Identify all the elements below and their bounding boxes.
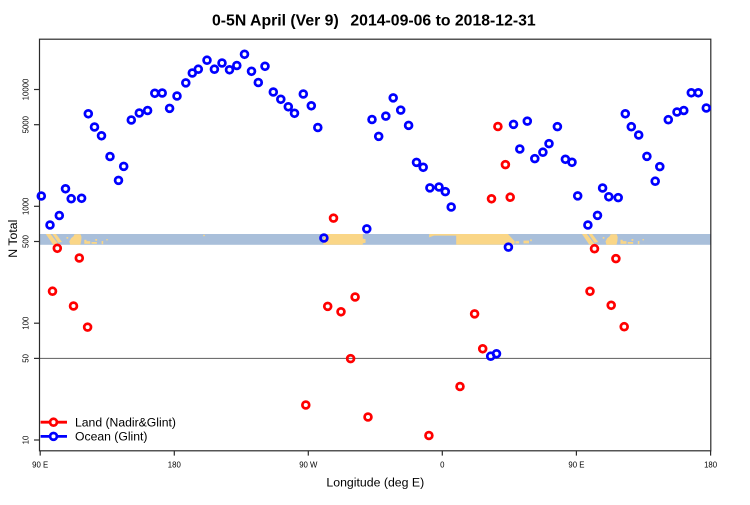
svg-text:2014-09-06 to 2018-12-31: 2014-09-06 to 2018-12-31 bbox=[350, 13, 536, 30]
svg-text:180: 180 bbox=[704, 461, 718, 470]
svg-text:5000: 5000 bbox=[22, 115, 31, 133]
svg-text:90 E: 90 E bbox=[568, 461, 584, 470]
svg-text:500: 500 bbox=[22, 234, 31, 248]
svg-text:10000: 10000 bbox=[22, 78, 31, 100]
svg-text:90 E: 90 E bbox=[32, 461, 48, 470]
svg-text:100: 100 bbox=[22, 316, 31, 330]
svg-text:50: 50 bbox=[22, 353, 31, 362]
svg-text:10: 10 bbox=[22, 435, 31, 444]
svg-text:Land (Nadir&Glint): Land (Nadir&Glint) bbox=[75, 415, 176, 429]
svg-text:1000: 1000 bbox=[22, 197, 31, 215]
svg-text:Longitude (deg E): Longitude (deg E) bbox=[326, 476, 424, 490]
svg-text:0-5N April (Ver 9): 0-5N April (Ver 9) bbox=[212, 13, 339, 30]
svg-text:90 W: 90 W bbox=[299, 461, 318, 470]
svg-text:N Total: N Total bbox=[6, 220, 20, 258]
svg-text:0: 0 bbox=[440, 461, 445, 470]
svg-text:Ocean (Glint): Ocean (Glint) bbox=[75, 430, 147, 444]
svg-text:180: 180 bbox=[168, 461, 182, 470]
